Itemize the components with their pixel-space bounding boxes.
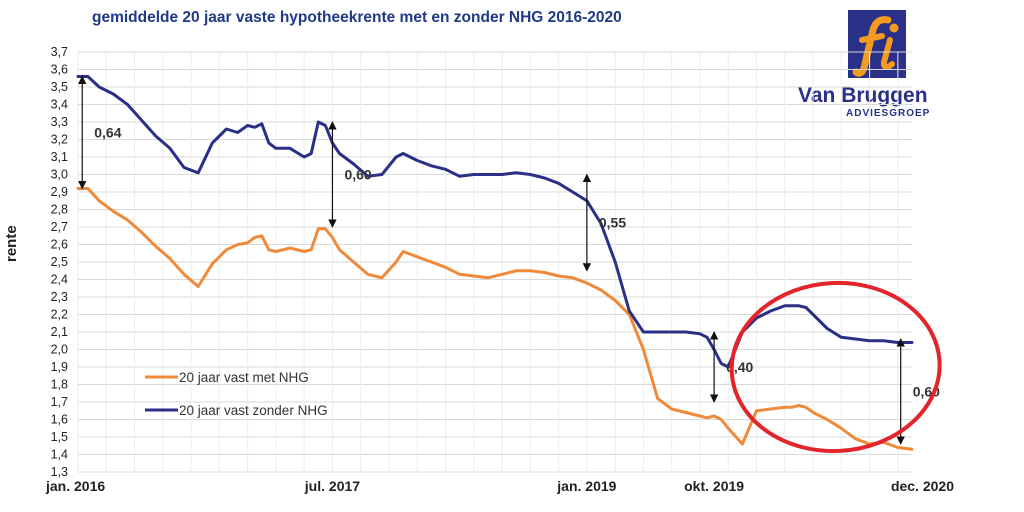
logo-subtitle: ADVIESGROEP [846, 108, 931, 119]
y-tick-label: 2,0 [51, 343, 68, 357]
y-tick-label: 1,4 [51, 448, 68, 462]
grid [77, 51, 912, 473]
spread-label: 0,55 [599, 215, 626, 231]
y-tick-label: 3,6 [51, 63, 68, 77]
series-line-2 [76, 75, 914, 369]
spread-label: 0,64 [94, 125, 121, 141]
y-tick-label: 3,2 [51, 133, 68, 147]
y-tick-label: 2,2 [51, 308, 68, 322]
series-line-1 [76, 187, 914, 451]
y-tick-label: 3,0 [51, 168, 68, 182]
spread-label: 0,60 [344, 167, 371, 183]
chart-title: gemiddelde 20 jaar vaste hypotheekrente … [92, 9, 622, 26]
spread-annotations: 0,640,600,550,400,60 [78, 75, 940, 445]
y-tick-label: 3,1 [51, 150, 68, 164]
y-tick-label: 1,5 [51, 430, 68, 444]
y-tick-label: 2,8 [51, 203, 68, 217]
x-tick-label: jul. 2017 [304, 478, 360, 494]
legend: 20 jaar vast met NHG 20 jaar vast zonder … [145, 370, 328, 418]
company-logo: Van Bruggen ADVIESGROEP [798, 10, 938, 120]
y-tick-label: 2,5 [51, 255, 68, 269]
y-tick-label: 1,8 [51, 378, 68, 392]
logo-name: Van Bruggen [798, 84, 928, 107]
highlight-ellipse [729, 280, 942, 454]
y-tick-label: 2,3 [51, 290, 68, 304]
logo-icon [848, 10, 906, 78]
y-tick-label: 1,9 [51, 360, 68, 374]
y-tick-label: 2,6 [51, 238, 68, 252]
y-tick-label: 2,9 [51, 185, 68, 199]
y-tick-label: 1,6 [51, 413, 68, 427]
x-tick-label: okt. 2019 [684, 478, 744, 494]
series-lines [76, 75, 914, 451]
y-tick-label: 3,4 [51, 98, 68, 112]
y-tick-label: 2,4 [51, 273, 68, 287]
y-tick-label: 3,7 [51, 45, 68, 59]
y-tick-label: 2,7 [51, 220, 68, 234]
highlight-ellipse-shape [729, 280, 942, 454]
y-tick-label: 1,3 [51, 465, 68, 479]
y-tick-label: 3,5 [51, 80, 68, 94]
y-tick-label: 1,7 [51, 395, 68, 409]
y-tick-label: 3,3 [51, 115, 68, 129]
x-tick-label: dec. 2020 [891, 478, 954, 494]
y-tick-labels: 1,3 1,4 1,5 1,6 1,7 1,8 1,9 2,0 2,1 2,2 2,3 2,4 2,5 2… [51, 45, 68, 479]
y-tick-label: 2,1 [51, 325, 68, 339]
legend-label: 20 jaar vast zonder NHG [179, 403, 328, 418]
x-tick-label: jan. 2019 [556, 478, 616, 494]
x-tick-labels: jan. 2016 jul. 2017 jan. 2019 okt. 2019 dec.… [45, 478, 954, 494]
legend-label: 20 jaar vast met NHG [179, 370, 309, 385]
x-tick-label: jan. 2016 [45, 478, 105, 494]
